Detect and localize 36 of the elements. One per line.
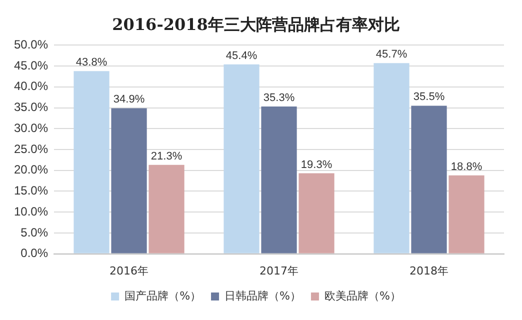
chart-title: 2016-2018年三大阵营品牌占有率对比	[112, 14, 400, 34]
data-label: 35.3%	[263, 92, 295, 104]
legend-label: 日韩品牌（%）	[224, 289, 301, 302]
data-label: 34.9%	[113, 94, 145, 106]
legend-label: 欧美品牌（%）	[324, 289, 401, 302]
data-label: 45.4%	[226, 50, 258, 62]
y-tick-label: 10.0%	[14, 204, 48, 218]
bar	[224, 64, 260, 254]
y-tick-label: 40.0%	[14, 79, 48, 94]
data-label: 43.8%	[76, 56, 108, 69]
legend-label: 国产品牌（%）	[124, 289, 202, 302]
bar	[448, 175, 484, 254]
y-tick-label: 30.0%	[14, 120, 48, 135]
y-tick-label: 25.0%	[14, 142, 48, 156]
data-label: 21.3%	[150, 150, 182, 162]
data-label: 19.3%	[300, 158, 332, 171]
y-tick-label: 20.0%	[14, 162, 48, 177]
y-tick-label: 15.0%	[14, 184, 48, 198]
bar	[374, 63, 410, 254]
x-tick-label: 2017年	[260, 264, 299, 278]
x-tick-label: 2018年	[410, 264, 449, 278]
y-tick-label: 50.0%	[14, 38, 48, 52]
y-tick-label: 5.0%	[20, 225, 48, 240]
y-tick-label: 0.0%	[20, 246, 48, 260]
x-tick-label: 2016年	[110, 264, 149, 278]
bar	[111, 108, 147, 254]
bar	[261, 106, 297, 254]
data-label: 35.5%	[413, 91, 445, 104]
bar	[411, 106, 447, 254]
data-label: 18.8%	[450, 160, 482, 173]
y-tick-label: 35.0%	[14, 100, 48, 114]
bar	[74, 71, 110, 254]
bar	[148, 164, 184, 254]
data-label: 45.7%	[376, 48, 408, 61]
bar	[298, 173, 334, 254]
y-tick-label: 45.0%	[14, 58, 48, 72]
